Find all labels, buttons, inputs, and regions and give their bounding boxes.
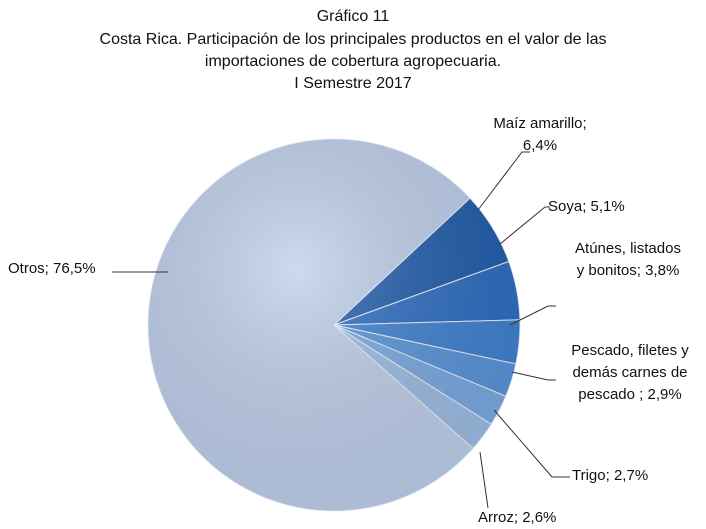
category-label: Soya; (548, 198, 587, 215)
category-label: Pescado, filetes y demás carnes de pesca… (571, 342, 689, 403)
data-label: Atúnes, listados y bonitos; 3,8% (572, 238, 684, 282)
chart-period: I Semestre 2017 (294, 75, 412, 92)
chart-subtitle: Costa Rica. Participación de los princip… (99, 31, 607, 70)
value-label: 76,5% (53, 260, 96, 277)
leader-line (477, 151, 530, 211)
leader-line (511, 371, 556, 381)
chart-title: Gráfico 11 (316, 8, 390, 25)
category-label: Otros; (8, 260, 49, 277)
data-label: Trigo; 2,7% (572, 465, 702, 487)
value-label: 3,8% (645, 262, 680, 279)
data-label: Pescado, filetes y demás carnes de pesca… (550, 340, 706, 406)
category-label: Arroz; (478, 509, 519, 526)
data-label: Arroz; 2,6% (478, 507, 598, 529)
leader-line (499, 206, 550, 245)
value-label: 2,7% (613, 467, 649, 484)
data-label: Soya; 5,1% (548, 196, 688, 218)
leader-line (509, 305, 556, 326)
value-label: 5,1% (590, 198, 625, 215)
value-label: 2,6% (522, 509, 557, 526)
data-label: Otros; 76,5% (8, 258, 148, 280)
category-label: Atúnes, listados y bonitos; (575, 240, 681, 279)
category-label: Maíz amarillo; (493, 115, 587, 132)
leader-line (493, 409, 570, 478)
leader-line (479, 451, 489, 509)
data-label: Maíz amarillo; 6,4% (475, 113, 605, 157)
value-label: 2,9% (647, 386, 682, 403)
value-label: 6,4% (522, 137, 558, 154)
category-label: Trigo; (572, 467, 610, 484)
